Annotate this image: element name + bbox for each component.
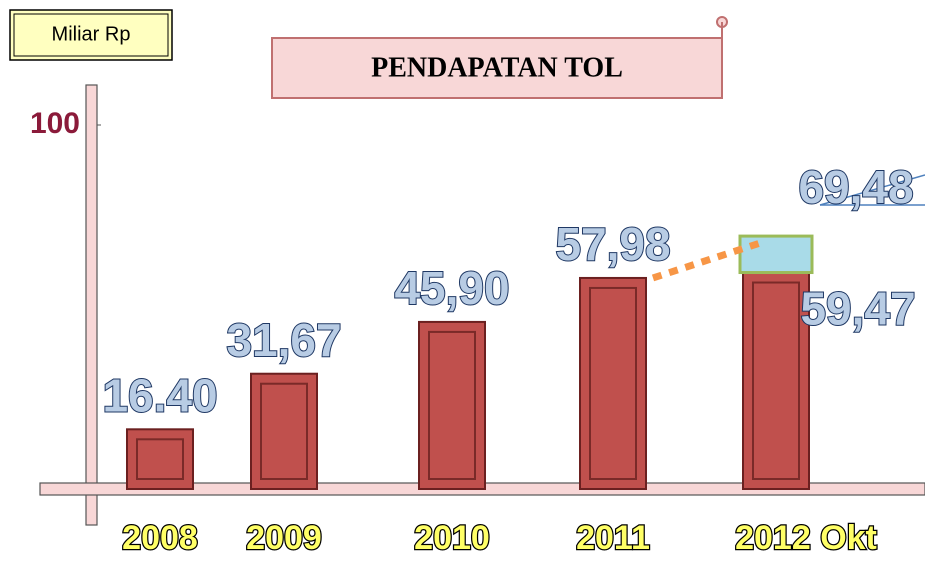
- trend-line: [651, 237, 768, 282]
- data-label: 59,47: [800, 283, 915, 335]
- x-tick-label: 2010: [414, 519, 490, 557]
- unit-box-inner: [13, 13, 169, 57]
- bar-bevel: [428, 330, 476, 481]
- data-label: 57,98: [555, 218, 670, 270]
- x-tick-label: 2008: [122, 519, 198, 557]
- bar-bevel: [589, 286, 637, 480]
- data-label: 31,67: [226, 314, 341, 366]
- y-axis-label: Miliar Rp: [52, 23, 131, 45]
- bar-bevel: [260, 382, 308, 480]
- data-label: 45,90: [394, 262, 509, 314]
- callout-line: [819, 174, 925, 206]
- unit-box: [9, 9, 173, 61]
- projection-bar: [738, 234, 814, 275]
- chart-title: PENDAPATAN TOL: [371, 52, 623, 83]
- data-label: 69,48: [798, 161, 913, 213]
- bar-bevel: [752, 281, 800, 480]
- x-tick-label: 2009: [246, 519, 322, 557]
- x-tick-label: 2011: [576, 519, 650, 557]
- title-scroll: [271, 37, 723, 99]
- y-axis: [85, 84, 98, 526]
- bar-bevel: [136, 438, 184, 480]
- y-tick-label: 100: [30, 107, 80, 140]
- x-tick-label: 2012 Okt: [735, 519, 877, 557]
- data-label: 16.40: [102, 369, 217, 421]
